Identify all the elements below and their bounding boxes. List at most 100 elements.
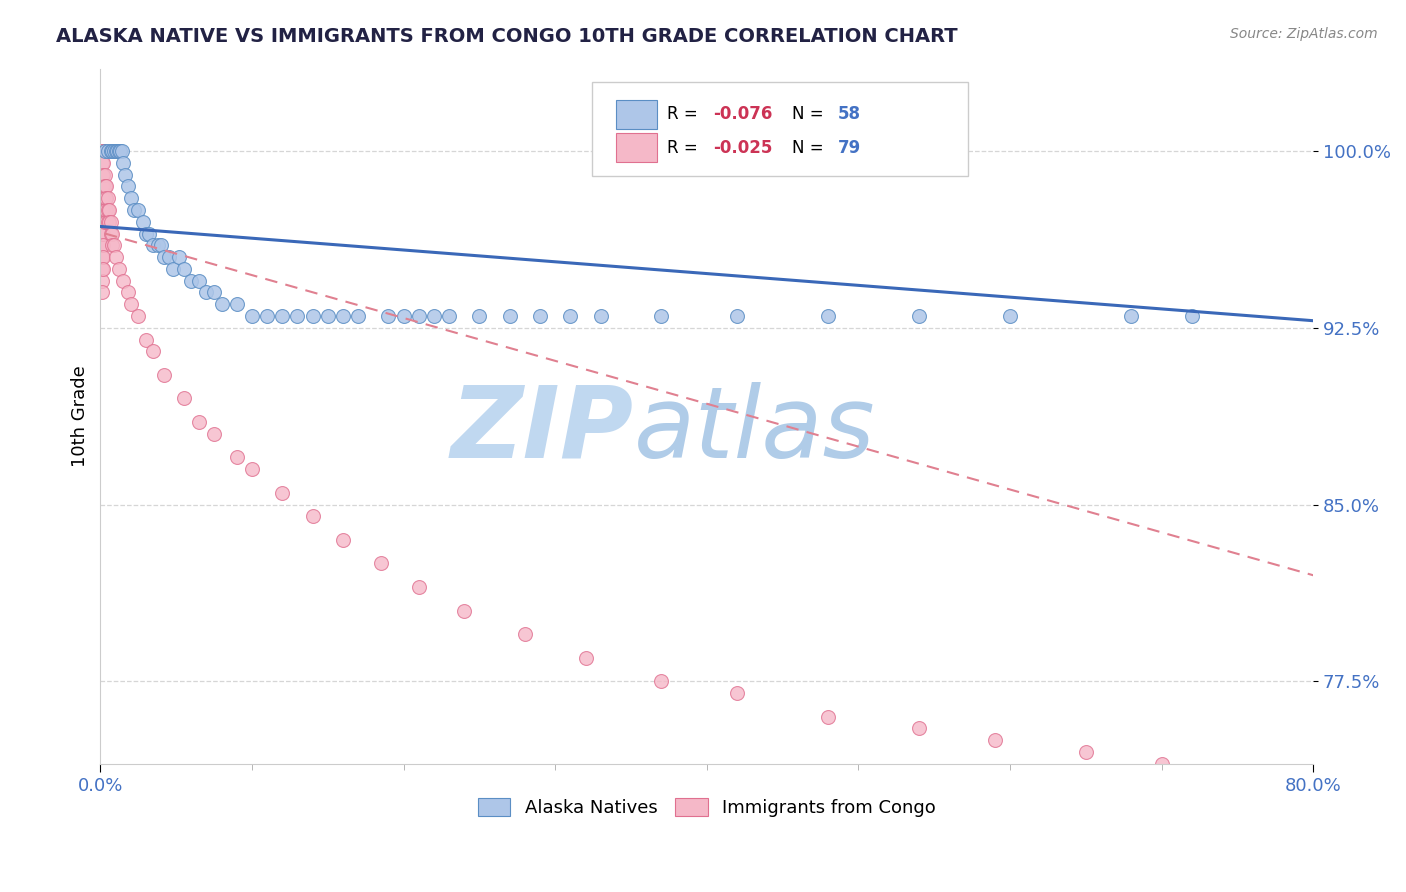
- Point: [103, 238, 125, 252]
- Point: [90, 144, 112, 158]
- Text: 79: 79: [838, 139, 860, 157]
- Point: [122, 202, 145, 217]
- Point: [725, 309, 748, 323]
- Point: [142, 238, 165, 252]
- Point: [93, 168, 115, 182]
- FancyBboxPatch shape: [592, 82, 967, 177]
- Point: [162, 261, 184, 276]
- Point: [90, 144, 112, 158]
- Text: ALASKA NATIVE VS IMMIGRANTS FROM CONGO 10TH GRADE CORRELATION CHART: ALASKA NATIVE VS IMMIGRANTS FROM CONGO 1…: [56, 27, 957, 45]
- Point: [108, 144, 131, 158]
- Point: [90, 168, 112, 182]
- Point: [408, 580, 430, 594]
- Point: [97, 191, 120, 205]
- Point: [240, 309, 263, 323]
- Point: [817, 309, 839, 323]
- Point: [225, 297, 247, 311]
- Point: [142, 344, 165, 359]
- Point: [90, 285, 112, 300]
- Point: [120, 191, 142, 205]
- Point: [817, 709, 839, 723]
- Legend: Alaska Natives, Immigrants from Congo: Alaska Natives, Immigrants from Congo: [471, 790, 943, 824]
- Point: [998, 309, 1021, 323]
- Point: [93, 179, 115, 194]
- Point: [377, 309, 399, 323]
- Point: [93, 261, 115, 276]
- Text: -0.076: -0.076: [713, 105, 772, 123]
- Point: [90, 250, 112, 264]
- Point: [127, 309, 149, 323]
- Point: [589, 309, 612, 323]
- Point: [908, 722, 931, 736]
- Point: [93, 156, 115, 170]
- Point: [90, 156, 112, 170]
- Point: [187, 274, 209, 288]
- Point: [90, 144, 112, 158]
- Point: [94, 215, 117, 229]
- Point: [90, 227, 112, 241]
- Text: 58: 58: [838, 105, 860, 123]
- Text: -0.025: -0.025: [713, 139, 772, 157]
- FancyBboxPatch shape: [616, 133, 657, 162]
- Point: [96, 191, 118, 205]
- Point: [104, 144, 127, 158]
- Point: [90, 144, 112, 158]
- Point: [120, 297, 142, 311]
- Point: [97, 144, 120, 158]
- Point: [271, 309, 294, 323]
- Point: [138, 227, 160, 241]
- Point: [101, 227, 124, 241]
- Point: [90, 179, 112, 194]
- Point: [117, 285, 139, 300]
- Point: [97, 202, 120, 217]
- Point: [202, 426, 225, 441]
- Point: [93, 202, 115, 217]
- Point: [93, 191, 115, 205]
- Point: [94, 202, 117, 217]
- Point: [90, 274, 112, 288]
- FancyBboxPatch shape: [616, 100, 657, 129]
- Point: [90, 202, 112, 217]
- Point: [574, 650, 596, 665]
- Point: [146, 238, 169, 252]
- Point: [107, 144, 129, 158]
- Point: [256, 309, 278, 323]
- Y-axis label: 10th Grade: 10th Grade: [72, 366, 89, 467]
- Point: [153, 250, 176, 264]
- Point: [529, 309, 551, 323]
- Point: [101, 144, 124, 158]
- Point: [1121, 309, 1143, 323]
- Point: [94, 179, 117, 194]
- Point: [117, 179, 139, 194]
- Text: ZIP: ZIP: [451, 382, 634, 479]
- Point: [112, 274, 135, 288]
- Point: [112, 156, 135, 170]
- Point: [93, 238, 115, 252]
- Point: [107, 261, 129, 276]
- Point: [195, 285, 218, 300]
- Point: [94, 144, 117, 158]
- Point: [105, 144, 128, 158]
- Point: [513, 627, 536, 641]
- Point: [240, 462, 263, 476]
- Point: [90, 261, 112, 276]
- Point: [173, 392, 195, 406]
- Point: [98, 202, 121, 217]
- Point: [332, 309, 354, 323]
- Point: [90, 144, 112, 158]
- Point: [100, 227, 122, 241]
- Point: [908, 309, 931, 323]
- Point: [93, 215, 115, 229]
- Point: [97, 215, 120, 229]
- Point: [650, 309, 672, 323]
- Point: [650, 674, 672, 689]
- Point: [132, 215, 155, 229]
- Point: [127, 202, 149, 217]
- Point: [437, 309, 460, 323]
- Point: [167, 250, 190, 264]
- Point: [225, 450, 247, 465]
- Point: [1074, 745, 1097, 759]
- Point: [135, 333, 157, 347]
- Point: [90, 144, 112, 158]
- Point: [392, 309, 415, 323]
